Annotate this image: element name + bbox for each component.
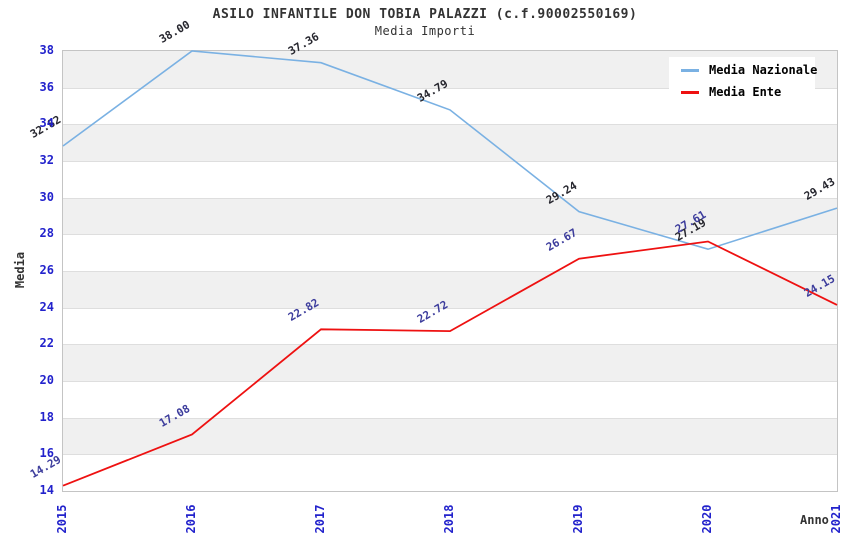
legend-line-swatch (681, 68, 699, 72)
chart-title: ASILO INFANTILE DON TOBIA PALAZZI (c.f.9… (212, 7, 638, 22)
gridline (63, 271, 837, 272)
x-tick-label: 2017 (313, 504, 327, 534)
legend-item: Media Nazionale (681, 61, 818, 79)
plot-area (62, 50, 838, 492)
grid-band (63, 124, 837, 161)
grid-band (63, 271, 837, 308)
gridline (63, 124, 837, 126)
line-series-svg (62, 50, 838, 487)
y-tick-label: 34 (39, 116, 54, 131)
y-tick-label: 20 (39, 373, 54, 387)
series-line-media-ente (62, 240, 838, 487)
y-tick-label: 28 (39, 226, 54, 241)
legend-label: Media Nazionale (709, 63, 818, 77)
gridline (63, 161, 837, 162)
legend-line-swatch (681, 90, 699, 94)
gridline (63, 417, 837, 419)
y-tick-label: 38 (39, 43, 54, 57)
y-tick-label: 22 (39, 336, 54, 351)
legend-item: Media Ente (681, 83, 815, 101)
y-tick-label: 14 (39, 483, 54, 497)
gridline (63, 454, 837, 456)
gridline (63, 87, 837, 89)
grid-band (63, 197, 837, 235)
y-tick-label: 30 (39, 189, 54, 204)
x-tick-label: 2020 (700, 504, 714, 534)
gridline (63, 234, 837, 236)
x-tick-label: 2016 (184, 504, 198, 534)
y-tick-label: 36 (39, 79, 54, 94)
legend: Media Nazionale Media Ente (669, 57, 818, 105)
chart-subtitle: Media Importi (374, 24, 476, 38)
grid-band (63, 417, 837, 455)
gridline (63, 381, 837, 382)
x-tick-label: 2021 (829, 504, 843, 534)
x-tick-label: 2019 (571, 504, 585, 534)
y-tick-label: 32 (39, 153, 54, 167)
series-line-media-nazionale (62, 50, 838, 251)
y-axis-title: Media (13, 251, 27, 289)
legend-label: Media Ente (709, 85, 782, 99)
gridline (63, 344, 837, 346)
gridline (63, 197, 837, 199)
y-tick-label: 18 (39, 409, 54, 424)
y-tick-label: 24 (39, 299, 54, 314)
grid-band (63, 344, 837, 381)
y-tick-label: 16 (39, 446, 54, 461)
x-axis-title: Anno (800, 513, 829, 527)
x-tick-label: 2015 (55, 504, 69, 534)
gridline (63, 307, 837, 309)
y-tick-label: 26 (39, 263, 54, 277)
x-tick-label: 2018 (442, 504, 456, 534)
